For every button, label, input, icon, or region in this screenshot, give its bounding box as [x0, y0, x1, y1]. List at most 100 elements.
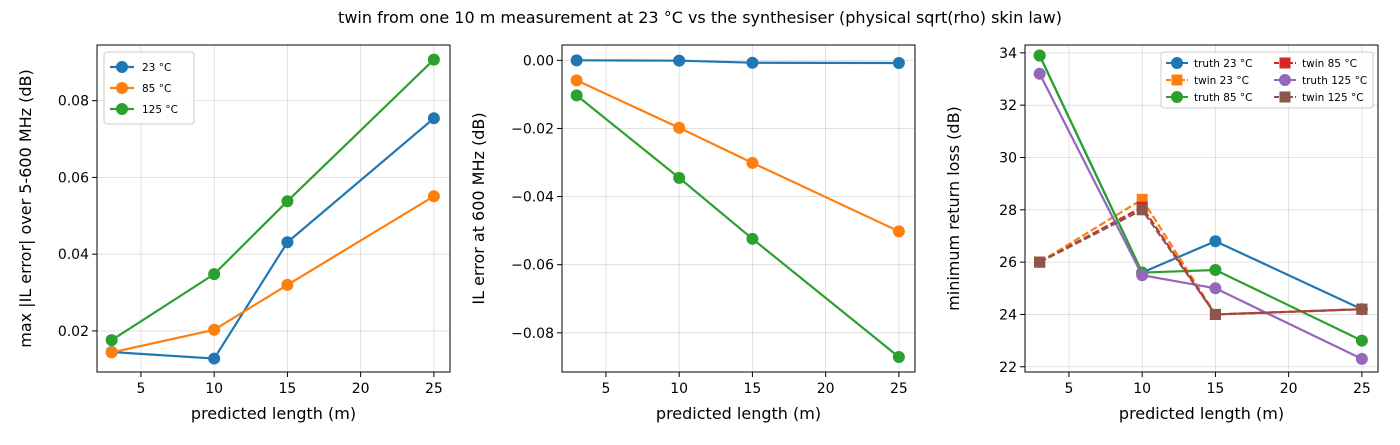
y-tick-label: 24 — [999, 307, 1017, 323]
data-point — [1136, 269, 1149, 282]
data-point — [208, 268, 221, 281]
data-point — [281, 195, 294, 208]
x-tick-label: 20 — [1280, 381, 1298, 397]
data-point — [892, 57, 905, 70]
data-point — [105, 346, 118, 359]
data-point — [1033, 49, 1046, 62]
legend-swatch-marker — [1279, 74, 1291, 86]
y-tick-label: −0.08 — [511, 326, 554, 342]
data-point — [208, 352, 221, 365]
legend-swatch-marker — [1279, 91, 1291, 103]
x-tick-label: 5 — [136, 381, 145, 397]
x-tick-label: 5 — [1064, 381, 1073, 397]
y-tick-label: −0.02 — [511, 121, 554, 137]
legend-label: twin 125 °C — [1302, 92, 1364, 104]
series-line — [1038, 54, 1363, 342]
data-point — [1355, 352, 1368, 365]
y-tick-label: 0.02 — [58, 324, 89, 340]
series-line — [1038, 73, 1363, 360]
axes-frame — [96, 44, 451, 373]
data-point — [1356, 303, 1368, 315]
series-line — [1039, 208, 1362, 316]
x-tick-label: 15 — [279, 381, 297, 397]
legend-label: truth 85 °C — [1194, 92, 1252, 104]
x-tick-label: 25 — [425, 381, 443, 397]
legend: 23 °C 85 °C 125 °C — [103, 51, 195, 125]
series-0 — [105, 112, 440, 365]
y-tick-label: 30 — [999, 150, 1017, 166]
x-axis-label: predicted length (m) — [656, 404, 821, 423]
series-line — [111, 58, 435, 342]
y-tick-label: −0.06 — [511, 258, 554, 274]
series-4 — [1033, 67, 1368, 365]
series-line — [575, 94, 900, 358]
data-point — [1136, 204, 1148, 216]
y-tick-label: 32 — [999, 98, 1017, 114]
data-point — [105, 334, 118, 347]
data-point — [746, 56, 759, 69]
series-1 — [570, 74, 905, 238]
data-point — [281, 236, 294, 249]
y-tick-label: −0.04 — [511, 190, 554, 206]
data-point — [746, 156, 759, 169]
y-tick-label: 26 — [999, 255, 1017, 271]
y-tick-label: 28 — [999, 203, 1017, 219]
x-tick-label: 10 — [670, 381, 688, 397]
legend-swatch-marker — [116, 61, 128, 73]
series-line — [1039, 198, 1362, 316]
data-point — [570, 74, 583, 87]
panel-il-max-error: 5 10 15 20 25 0.02 0.04 0.06 0.08 predicted lengt… — [16, 44, 451, 423]
legend-box — [1160, 51, 1374, 109]
x-tick-label: 25 — [1353, 381, 1371, 397]
y-tick-label: 0.08 — [58, 94, 89, 110]
data-point — [570, 54, 583, 67]
legend: truth 23 °C twin 23 °C truth 85 °C twin 85 … — [1160, 51, 1374, 109]
y-tick-label: 22 — [999, 360, 1017, 376]
legend-label: truth 23 °C — [1194, 58, 1252, 70]
y-axis-label: max |IL error| over 5-600 MHz (dB) — [16, 69, 35, 348]
data-point — [1033, 67, 1046, 80]
legend-swatch-marker — [1171, 91, 1183, 103]
legend-swatch-marker — [1279, 57, 1291, 69]
series-2 — [105, 53, 440, 347]
y-tick-label: 34 — [999, 46, 1017, 62]
legend-label: twin 85 °C — [1302, 58, 1357, 70]
x-tick-label: 15 — [744, 381, 762, 397]
panel-min-return-loss: 5 10 15 20 25 22 24 26 28 30 32 34 predicted length … — [944, 44, 1379, 423]
series-1 — [1034, 193, 1368, 320]
x-tick-label: 10 — [205, 381, 223, 397]
legend-swatch-marker — [116, 103, 128, 115]
x-tick-label: 15 — [1207, 381, 1225, 397]
panel-il-error-600mhz: 5 10 15 20 25 0.00 −0.02 −0.04 −0.06 −0.08 predict… — [469, 44, 916, 423]
x-tick-label: 20 — [352, 381, 370, 397]
y-axis-label: minimum return loss (dB) — [944, 106, 963, 311]
data-point — [1355, 334, 1368, 347]
y-tick-label: 0.00 — [523, 53, 554, 69]
series-line — [576, 79, 900, 233]
series-0 — [570, 54, 905, 70]
data-point — [673, 171, 686, 184]
legend-label: twin 23 °C — [1194, 75, 1249, 87]
series-line — [576, 59, 899, 65]
data-point — [1034, 256, 1046, 268]
series-line — [111, 117, 435, 360]
series-line — [111, 195, 435, 354]
legend-swatch-marker — [1171, 57, 1183, 69]
legend-label: 125 °C — [142, 104, 178, 116]
y-tick-label: 0.06 — [58, 170, 89, 186]
data-point — [1209, 308, 1221, 320]
x-tick-label: 20 — [817, 381, 835, 397]
axes-frame — [1024, 44, 1379, 373]
data-point — [281, 278, 294, 291]
legend-label: 23 °C — [142, 62, 171, 74]
legend-swatch-marker — [1171, 74, 1183, 86]
data-point — [673, 121, 686, 134]
series-3 — [1034, 201, 1368, 320]
x-tick-label: 5 — [601, 381, 610, 397]
axes-frame — [561, 44, 916, 373]
data-point — [746, 232, 759, 245]
figure-title: twin from one 10 m measurement at 23 °C … — [338, 8, 1062, 27]
legend-label: 85 °C — [142, 83, 171, 95]
legend-label: truth 125 °C — [1302, 75, 1367, 87]
